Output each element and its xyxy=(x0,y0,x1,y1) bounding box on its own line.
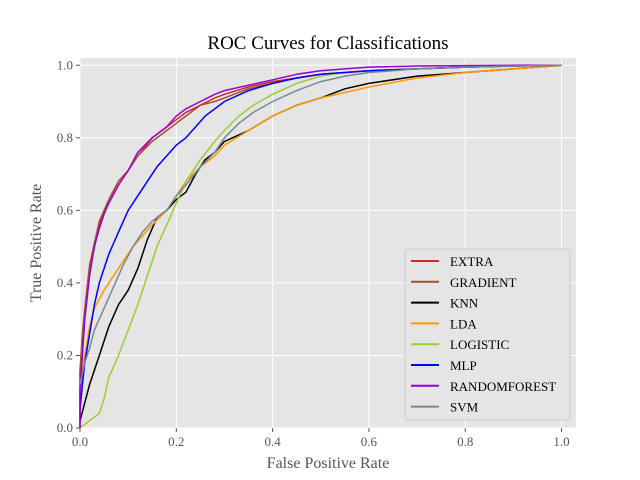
grid xyxy=(79,58,576,429)
x-axis-label: False Positive Rate xyxy=(267,455,390,472)
y-tick-label: 1.0 xyxy=(57,57,73,72)
y-tick-label: 0.8 xyxy=(57,130,73,145)
series-line-lda xyxy=(79,64,562,392)
y-tick-label: 0.4 xyxy=(57,275,74,290)
y-axis-label: True Positive Rate xyxy=(28,184,45,303)
legend-label: KNN xyxy=(450,296,479,311)
legend: EXTRA GRADIENT KNN LDA LOGISTIC MLP RANDOMFORE… xyxy=(404,248,571,421)
x-tick-label: 1.0 xyxy=(553,434,569,449)
x-tick-label: 0.6 xyxy=(361,434,378,449)
series-line-mlp xyxy=(79,64,562,410)
legend-label: LDA xyxy=(450,316,477,331)
x-tick-label: 0.2 xyxy=(168,434,184,449)
legend-label: GRADIENT xyxy=(450,275,516,290)
x-tick-label: 0.0 xyxy=(72,434,88,449)
axis-ticks: 0.0 0.2 0.4 0.6 0.8 1.0 0.0 0.2 0.4 0.6 0.8 1.0 xyxy=(57,57,570,449)
y-tick-label: 0.0 xyxy=(57,420,73,435)
legend-label: RANDOMFOREST xyxy=(450,379,556,394)
x-tick-label: 0.8 xyxy=(457,434,473,449)
legend-label: LOGISTIC xyxy=(450,337,509,352)
x-tick-label: 0.4 xyxy=(264,434,281,449)
chart-title: ROC Curves for Classifications xyxy=(207,33,448,54)
series-line-svm xyxy=(79,64,562,385)
legend-label: SVM xyxy=(450,400,479,415)
legend-label: EXTRA xyxy=(450,254,494,269)
series-line-randomforest xyxy=(79,64,562,428)
legend-label: MLP xyxy=(450,358,477,373)
y-tick-label: 0.6 xyxy=(57,202,74,217)
series-lines xyxy=(79,64,562,429)
legend-box xyxy=(404,248,571,421)
y-tick-label: 0.2 xyxy=(57,347,73,362)
